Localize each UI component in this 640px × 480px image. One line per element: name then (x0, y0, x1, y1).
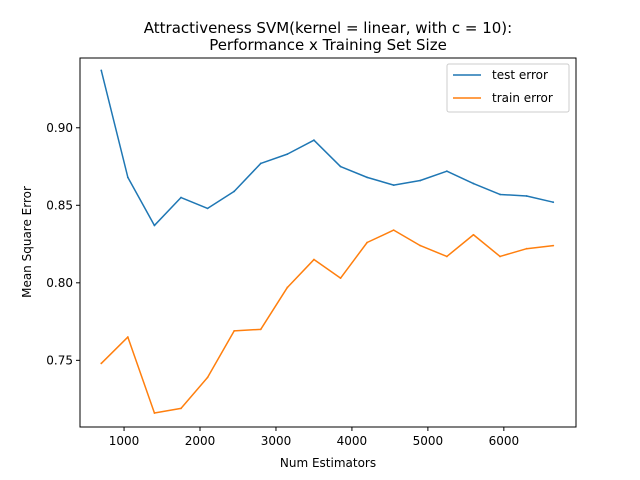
data-point-train-error-16 (526, 248, 528, 250)
data-point-train-error-4 (207, 376, 209, 378)
y-axis-label: Mean Square Error (20, 186, 34, 298)
y-tick-label-3: 0.90 (46, 121, 73, 135)
x-axis-label: Num Estimators (280, 456, 376, 470)
data-point-train-error-17 (552, 245, 554, 247)
data-point-test-error-14 (473, 183, 475, 185)
data-point-train-error-7 (286, 287, 288, 289)
data-point-test-error-8 (313, 139, 315, 141)
data-point-train-error-0 (100, 363, 102, 365)
x-tick-label-5000: 5000 (413, 434, 444, 448)
plot-frame (80, 58, 576, 427)
y-tick-label-0: 0.75 (46, 353, 73, 367)
data-point-test-error-12 (419, 180, 421, 182)
data-point-test-error-15 (499, 194, 501, 196)
data-point-train-error-9 (340, 277, 342, 279)
y-tick-label-2: 0.85 (46, 198, 73, 212)
data-point-test-error-0 (100, 70, 102, 72)
series-layer (100, 70, 554, 414)
series-line-train-error (101, 230, 553, 413)
data-point-train-error-1 (127, 336, 129, 338)
x-tick-label-6000: 6000 (489, 434, 520, 448)
legend: test error train error (447, 64, 569, 112)
data-point-train-error-5 (233, 330, 235, 332)
data-point-test-error-2 (154, 225, 156, 227)
ticks-layer: 1000 2000 3000 4000 5000 6000 0.75 0.80 0.85 0.90 (46, 121, 519, 448)
y-tick-label-1: 0.80 (46, 276, 73, 290)
data-point-test-error-5 (233, 190, 235, 192)
data-point-test-error-9 (340, 166, 342, 168)
data-point-test-error-7 (286, 153, 288, 155)
data-point-train-error-12 (419, 245, 421, 247)
legend-label-train-error: train error (492, 91, 553, 105)
data-point-test-error-10 (366, 176, 368, 178)
data-point-test-error-1 (127, 176, 129, 178)
data-point-test-error-6 (260, 163, 262, 165)
data-point-train-error-2 (154, 412, 156, 414)
data-point-test-error-16 (526, 195, 528, 197)
data-point-train-error-14 (473, 234, 475, 236)
data-point-train-error-3 (180, 407, 182, 409)
x-tick-label-3000: 3000 (261, 434, 292, 448)
data-point-test-error-17 (552, 201, 554, 203)
chart-title-line-1: Attractiveness SVM(kernel = linear, with… (144, 19, 512, 37)
data-point-train-error-6 (260, 328, 262, 330)
data-point-train-error-11 (393, 229, 395, 231)
data-point-train-error-8 (313, 259, 315, 261)
data-point-test-error-4 (207, 207, 209, 209)
x-tick-label-1000: 1000 (109, 434, 140, 448)
data-point-test-error-13 (446, 170, 448, 172)
data-point-train-error-10 (366, 242, 368, 244)
x-tick-label-2000: 2000 (185, 434, 216, 448)
x-tick-label-4000: 4000 (337, 434, 368, 448)
chart-title-line-2: Performance x Training Set Size (209, 36, 447, 54)
data-point-test-error-3 (180, 197, 182, 199)
data-point-train-error-15 (499, 256, 501, 258)
data-point-train-error-13 (446, 256, 448, 258)
data-point-test-error-11 (393, 184, 395, 186)
legend-label-test-error: test error (492, 68, 548, 82)
